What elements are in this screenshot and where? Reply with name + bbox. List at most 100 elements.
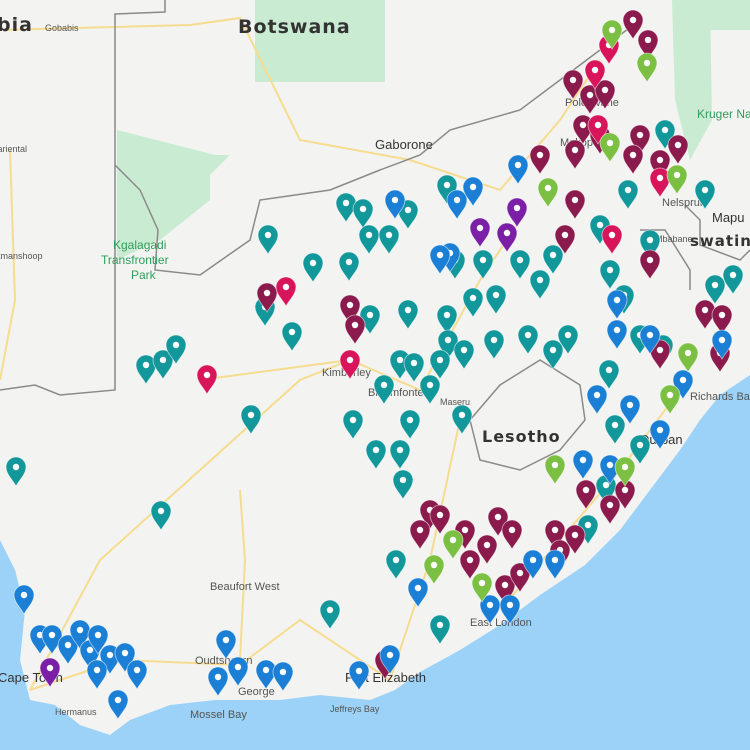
marker-maroon-pin-icon[interactable] [494,574,516,605]
marker-maroon-pin-icon[interactable] [649,149,671,180]
marker-green-pin-icon[interactable] [636,52,658,83]
marker-blue-pin-icon[interactable] [227,656,249,687]
marker-blue-pin-icon[interactable] [606,319,628,350]
marker-teal-pin-icon[interactable] [5,456,27,487]
marker-teal-pin-icon[interactable] [365,439,387,470]
marker-teal-pin-icon[interactable] [399,409,421,440]
marker-teal-pin-icon[interactable] [342,409,364,440]
marker-teal-pin-icon[interactable] [629,434,651,465]
marker-maroon-pin-icon[interactable] [476,534,498,565]
marker-maroon-pin-icon[interactable] [429,504,451,535]
marker-maroon-pin-icon[interactable] [339,294,361,325]
marker-maroon-pin-icon[interactable] [459,549,481,580]
marker-maroon-pin-icon[interactable] [344,314,366,345]
marker-teal-pin-icon[interactable] [429,349,451,380]
marker-maroon-pin-icon[interactable] [575,479,597,510]
marker-teal-pin-icon[interactable] [557,324,579,355]
marker-blue-pin-icon[interactable] [639,324,661,355]
marker-green-pin-icon[interactable] [677,342,699,373]
marker-blue-pin-icon[interactable] [711,329,733,360]
marker-teal-pin-icon[interactable] [397,299,419,330]
marker-blue-pin-icon[interactable] [379,644,401,675]
marker-blue-pin-icon[interactable] [446,189,468,220]
marker-blue-pin-icon[interactable] [384,189,406,220]
marker-teal-pin-icon[interactable] [483,329,505,360]
marker-teal-pin-icon[interactable] [419,374,441,405]
marker-teal-pin-icon[interactable] [462,287,484,318]
marker-teal-pin-icon[interactable] [165,334,187,365]
marker-teal-pin-icon[interactable] [240,404,262,435]
marker-maroon-pin-icon[interactable] [501,519,523,550]
marker-crimson-pin-icon[interactable] [339,349,361,380]
marker-teal-pin-icon[interactable] [257,224,279,255]
marker-crimson-pin-icon[interactable] [601,224,623,255]
marker-blue-pin-icon[interactable] [479,594,501,625]
marker-purple-pin-icon[interactable] [496,222,518,253]
marker-teal-pin-icon[interactable] [485,284,507,315]
marker-maroon-pin-icon[interactable] [562,69,584,100]
marker-blue-pin-icon[interactable] [126,659,148,690]
marker-teal-pin-icon[interactable] [373,374,395,405]
marker-purple-pin-icon[interactable] [469,217,491,248]
marker-teal-pin-icon[interactable] [281,321,303,352]
marker-blue-pin-icon[interactable] [499,594,521,625]
marker-teal-pin-icon[interactable] [152,349,174,380]
marker-maroon-pin-icon[interactable] [622,9,644,40]
marker-blue-pin-icon[interactable] [207,666,229,697]
marker-teal-pin-icon[interactable] [319,599,341,630]
marker-green-pin-icon[interactable] [537,177,559,208]
marker-teal-pin-icon[interactable] [385,549,407,580]
marker-teal-pin-icon[interactable] [358,224,380,255]
marker-teal-pin-icon[interactable] [529,269,551,300]
marker-teal-pin-icon[interactable] [639,229,661,260]
marker-teal-pin-icon[interactable] [694,179,716,210]
marker-teal-pin-icon[interactable] [150,500,172,531]
marker-green-pin-icon[interactable] [544,454,566,485]
marker-purple-pin-icon[interactable] [39,657,61,688]
marker-maroon-pin-icon[interactable] [409,519,431,550]
marker-maroon-pin-icon[interactable] [622,144,644,175]
marker-green-pin-icon[interactable] [659,384,681,415]
marker-teal-pin-icon[interactable] [599,259,621,290]
marker-blue-pin-icon[interactable] [215,629,237,660]
marker-blue-pin-icon[interactable] [69,619,91,650]
marker-maroon-pin-icon[interactable] [564,189,586,220]
marker-maroon-pin-icon[interactable] [599,494,621,525]
marker-teal-pin-icon[interactable] [453,339,475,370]
marker-teal-pin-icon[interactable] [604,414,626,445]
marker-blue-pin-icon[interactable] [586,384,608,415]
marker-green-pin-icon[interactable] [614,456,636,487]
marker-teal-pin-icon[interactable] [135,354,157,385]
marker-blue-pin-icon[interactable] [649,419,671,450]
marker-blue-pin-icon[interactable] [429,244,451,275]
marker-teal-pin-icon[interactable] [302,252,324,283]
marker-crimson-pin-icon[interactable] [649,167,671,198]
marker-blue-pin-icon[interactable] [87,624,109,655]
marker-blue-pin-icon[interactable] [272,661,294,692]
marker-teal-pin-icon[interactable] [389,439,411,470]
marker-maroon-pin-icon[interactable] [667,134,689,165]
marker-teal-pin-icon[interactable] [542,339,564,370]
marker-teal-pin-icon[interactable] [617,179,639,210]
marker-teal-pin-icon[interactable] [451,404,473,435]
marker-blue-pin-icon[interactable] [57,634,79,665]
marker-blue-pin-icon[interactable] [348,660,370,691]
marker-teal-pin-icon[interactable] [429,614,451,645]
marker-maroon-pin-icon[interactable] [256,282,278,313]
marker-purple-pin-icon[interactable] [506,197,528,228]
marker-teal-pin-icon[interactable] [542,244,564,275]
marker-blue-pin-icon[interactable] [544,549,566,580]
marker-green-pin-icon[interactable] [601,19,623,50]
marker-maroon-pin-icon[interactable] [529,144,551,175]
marker-maroon-pin-icon[interactable] [564,139,586,170]
marker-teal-pin-icon[interactable] [598,359,620,390]
marker-blue-pin-icon[interactable] [507,154,529,185]
marker-blue-pin-icon[interactable] [107,689,129,720]
marker-blue-pin-icon[interactable] [407,577,429,608]
marker-green-pin-icon[interactable] [471,572,493,603]
marker-green-pin-icon[interactable] [666,164,688,195]
marker-teal-pin-icon[interactable] [517,324,539,355]
marker-green-pin-icon[interactable] [423,554,445,585]
marker-maroon-pin-icon[interactable] [594,79,616,110]
